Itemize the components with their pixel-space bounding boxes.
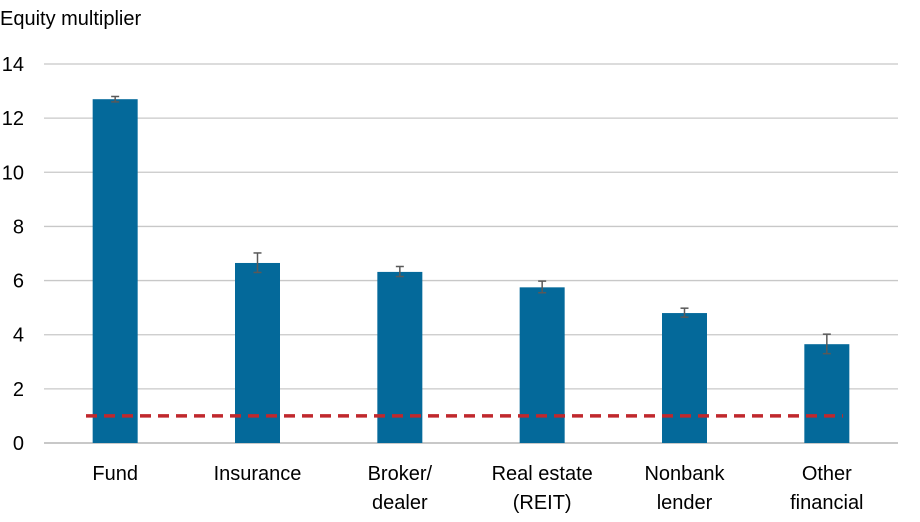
bar-5 xyxy=(804,344,850,443)
bar-4 xyxy=(662,313,707,443)
category-label-2: Broker/dealer xyxy=(368,463,433,514)
category-label-1: Insurance xyxy=(214,463,302,485)
y-tick-label-12: 12 xyxy=(2,108,24,130)
bar-0 xyxy=(92,99,138,443)
error-bar-2 xyxy=(395,265,404,278)
y-tick-label-10: 10 xyxy=(2,162,24,184)
bar-1 xyxy=(235,262,280,443)
y-tick-label-6: 6 xyxy=(13,271,24,293)
y-axis-title: Equity multiplier xyxy=(0,8,142,30)
y-tick-label-0: 0 xyxy=(13,433,24,455)
y-tick-label-2: 2 xyxy=(13,379,24,401)
category-labels: Fund Insurance Broker/dealer Real estate (RE… xyxy=(92,463,863,514)
bars xyxy=(92,99,850,443)
error-bar-4 xyxy=(680,307,689,318)
error-bar-0 xyxy=(111,95,120,103)
category-label-4: Nonbank lender xyxy=(644,463,725,514)
error-bar-5 xyxy=(822,333,831,355)
error-bars xyxy=(111,95,831,355)
category-label-0: Fund xyxy=(92,463,138,485)
error-bar-3 xyxy=(538,280,547,294)
category-label-3: Real estate (REIT) xyxy=(492,463,593,514)
y-tick-labels: 0 2 4 6 8 10 12 14 xyxy=(2,54,24,455)
gridlines xyxy=(44,63,898,444)
y-tick-label-8: 8 xyxy=(13,216,24,238)
bar-3 xyxy=(519,287,565,443)
error-bar-1 xyxy=(253,252,262,274)
y-tick-label-14: 14 xyxy=(2,54,24,76)
category-label-5: Other financial xyxy=(790,463,863,514)
y-tick-label-4: 4 xyxy=(13,325,24,347)
